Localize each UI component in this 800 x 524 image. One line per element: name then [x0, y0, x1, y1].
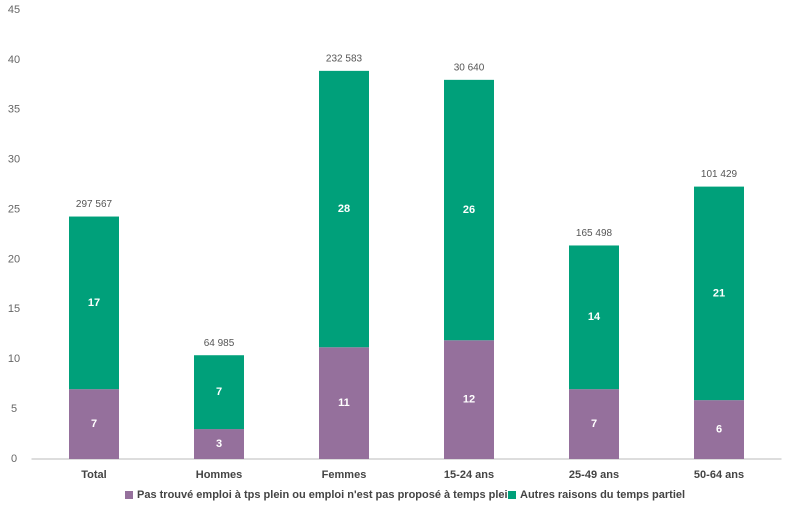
bar-segment — [694, 400, 744, 459]
y-tick-label: 40 — [8, 54, 20, 66]
y-tick-label: 30 — [8, 154, 20, 166]
y-tick-label: 25 — [8, 203, 20, 215]
data-label: 6 — [716, 423, 722, 435]
bar-segment — [444, 340, 494, 459]
bar-segment — [444, 79, 494, 341]
y-tick-label: 0 — [11, 453, 17, 465]
data-label: 11 — [338, 397, 350, 409]
data-label: 7 — [591, 418, 597, 430]
data-label: 7 — [216, 386, 222, 398]
y-tick-label: 45 — [8, 4, 20, 16]
x-tick-label: 15-24 ans — [444, 469, 494, 481]
data-label: 17 — [88, 297, 100, 309]
bar-segment — [69, 216, 119, 390]
bar-segment — [319, 347, 369, 459]
total-label: 297 567 — [76, 199, 113, 210]
x-tick-label: 25-49 ans — [569, 469, 619, 481]
data-label: 21 — [713, 287, 725, 299]
legend-swatch — [125, 491, 133, 499]
legend-label: Pas trouvé emploi à tps plein ou emploi … — [137, 489, 515, 501]
bar-segment — [194, 429, 244, 459]
y-tick-label: 10 — [8, 353, 20, 365]
data-label: 28 — [338, 203, 350, 215]
data-label: 26 — [463, 204, 475, 216]
bar-segment — [694, 186, 744, 401]
legend-label: Autres raisons du temps partiel — [520, 489, 685, 501]
data-label: 3 — [216, 438, 222, 450]
data-label: 14 — [588, 311, 601, 323]
x-tick-label: Total — [81, 469, 106, 481]
bar-segment — [194, 355, 244, 430]
y-tick-label: 5 — [11, 403, 17, 415]
bar-segment — [69, 389, 119, 459]
bar-segment — [569, 389, 619, 459]
data-label: 12 — [463, 394, 475, 406]
y-tick-label: 15 — [8, 303, 20, 315]
y-tick-label: 35 — [8, 104, 20, 116]
total-label: 232 583 — [326, 54, 363, 65]
bar-segment — [319, 70, 369, 348]
total-label: 30 640 — [454, 62, 485, 73]
bar-segment — [569, 245, 619, 390]
x-tick-label: Femmes — [322, 469, 367, 481]
y-tick-label: 20 — [8, 253, 20, 265]
x-tick-label: Hommes — [196, 469, 242, 481]
legend-swatch — [508, 491, 516, 499]
data-label: 7 — [91, 418, 97, 430]
total-label: 101 429 — [701, 169, 738, 180]
total-label: 64 985 — [204, 338, 235, 349]
x-tick-label: 50-64 ans — [694, 469, 744, 481]
total-label: 165 498 — [576, 228, 613, 239]
